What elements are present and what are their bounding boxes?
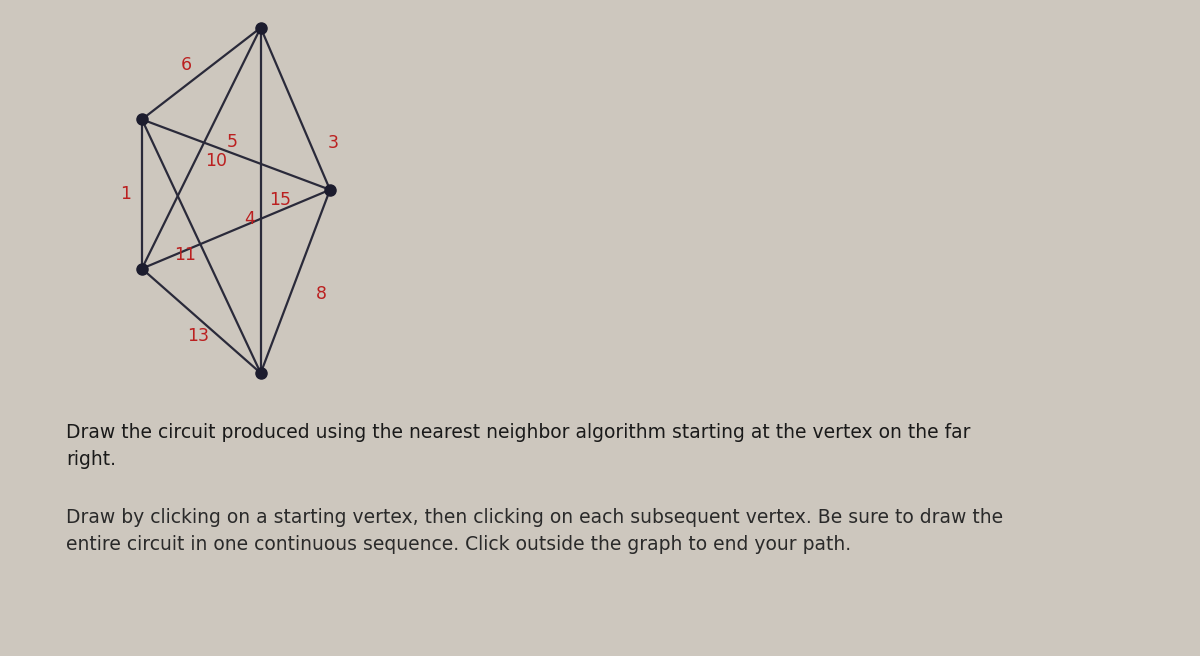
Text: 1: 1	[120, 185, 131, 203]
Text: 5: 5	[227, 133, 238, 151]
Text: Draw the circuit produced using the nearest neighbor algorithm starting at the v: Draw the circuit produced using the near…	[66, 423, 971, 468]
Text: Draw by clicking on a starting vertex, then clicking on each subsequent vertex. : Draw by clicking on a starting vertex, t…	[66, 508, 1003, 554]
Text: 11: 11	[174, 246, 196, 264]
Text: 3: 3	[328, 134, 340, 152]
Text: 6: 6	[181, 56, 192, 74]
Text: 13: 13	[187, 327, 209, 345]
Text: 15: 15	[270, 192, 292, 209]
Text: 8: 8	[317, 285, 328, 303]
Text: 4: 4	[244, 209, 254, 228]
Text: 10: 10	[205, 152, 227, 170]
